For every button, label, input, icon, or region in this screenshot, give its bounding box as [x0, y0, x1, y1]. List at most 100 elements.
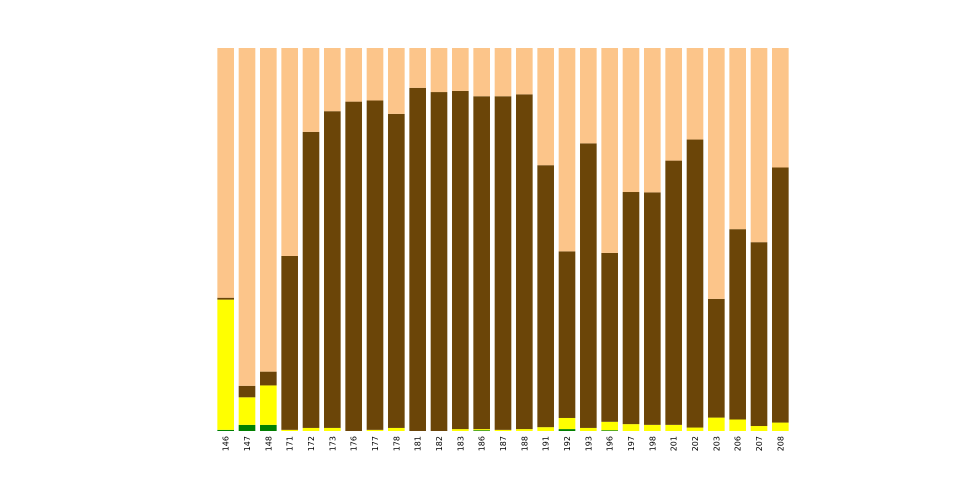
- x-tick-label: 192: [563, 436, 572, 451]
- x-tick-label: 208: [776, 436, 785, 451]
- bar-segment-183-s3: [452, 48, 469, 91]
- bar-segment-197-s3: [622, 48, 640, 193]
- bar-segment-178-s2: [388, 113, 405, 428]
- x-tick-label: 187: [499, 436, 508, 451]
- x-tick-label: 193: [584, 436, 593, 451]
- bar-segment-207-s1: [750, 426, 768, 431]
- x-tick-label: 203: [712, 436, 721, 451]
- bar-segment-206-s3: [729, 48, 746, 230]
- bar-segment-192-s3: [558, 48, 576, 252]
- bar-segment-171-s3: [281, 48, 298, 256]
- bar-segment-206-s1: [729, 419, 746, 431]
- x-tick-label: 186: [478, 436, 487, 451]
- bar-segment-198-s2: [644, 192, 661, 425]
- bar-segment-202-s1: [686, 427, 704, 431]
- bar-segment-188-s1: [516, 429, 533, 431]
- bar-segment-207-s3: [750, 48, 768, 243]
- bar-segment-186-s2: [473, 96, 490, 430]
- bar-segment-187-s2: [494, 96, 512, 430]
- bar-segment-148-s1: [260, 385, 277, 425]
- bar-segment-202-s2: [686, 139, 704, 428]
- bar-segment-193-s3: [580, 48, 597, 144]
- bar-segment-208-s3: [772, 48, 789, 168]
- bar-segment-187-s1: [494, 429, 512, 431]
- bar-segment-176-s2: [345, 101, 362, 432]
- bar-stacks: [217, 48, 789, 432]
- x-tick-label: 198: [648, 436, 657, 451]
- bar-segment-146-s0: [217, 429, 234, 431]
- bar-segment-201-s1: [665, 424, 682, 431]
- x-tick-label: 173: [328, 436, 337, 451]
- x-tick-label: 148: [264, 436, 273, 451]
- bar-segment-188-s3: [516, 48, 533, 95]
- bar-segment-183-s1: [452, 429, 469, 431]
- bar-segment-196-s0: [601, 430, 618, 431]
- bar-segment-196-s2: [601, 252, 618, 422]
- bar-segment-188-s2: [516, 94, 533, 430]
- bar-segment-147-s2: [238, 385, 256, 398]
- x-tick-label: 196: [606, 436, 615, 451]
- bar-segment-146-s2: [217, 297, 234, 300]
- bar-segment-196-s1: [601, 421, 618, 431]
- x-tick-label: 178: [392, 436, 401, 451]
- x-tick-label: 206: [734, 436, 743, 451]
- bar-segment-147-s0: [238, 424, 256, 431]
- bar-segment-207-s2: [750, 242, 768, 427]
- bar-segment-187-s3: [494, 48, 512, 97]
- bar-segment-177-s2: [366, 100, 384, 430]
- bar-segment-147-s3: [238, 48, 256, 386]
- bar-segment-192-s0: [558, 429, 576, 431]
- x-tick-label: 172: [307, 436, 316, 451]
- bar-segment-191-s2: [537, 165, 554, 428]
- bar-segment-171-s2: [281, 255, 298, 430]
- x-tick-label: 191: [542, 436, 551, 451]
- bar-segment-203-s3: [708, 48, 725, 299]
- bar-segment-198-s1: [644, 424, 661, 431]
- x-tick-labels: 146 147 148 171 172 173 176 177 178 181 182 183 186 1…: [222, 436, 786, 451]
- bar-segment-176-s3: [345, 48, 362, 102]
- bar-segment-183-s2: [452, 90, 469, 430]
- x-tick-label: 188: [520, 436, 529, 451]
- bar-segment-177-s3: [366, 48, 384, 101]
- x-tick-label: 202: [691, 436, 700, 451]
- bar-segment-177-s1: [366, 429, 384, 431]
- bar-segment-172-s3: [302, 48, 320, 132]
- bar-segment-182-s3: [430, 48, 448, 93]
- bar-segment-192-s2: [558, 251, 576, 418]
- x-tick-label: 182: [435, 436, 444, 451]
- x-tick-label: 171: [286, 436, 295, 451]
- x-tick-label: 176: [350, 436, 359, 451]
- bar-segment-173-s2: [324, 111, 341, 428]
- bar-segment-196-s3: [601, 48, 618, 253]
- x-tick-label: 181: [414, 436, 423, 451]
- bar-segment-146-s3: [217, 48, 234, 298]
- bar-segment-197-s2: [622, 192, 640, 425]
- bar-segment-186-s3: [473, 48, 490, 97]
- bar-segment-181-s3: [409, 48, 426, 88]
- bar-segment-206-s2: [729, 229, 746, 420]
- bar-segment-148-s0: [260, 424, 277, 431]
- bar-segment-178-s3: [388, 48, 405, 114]
- bar-segment-192-s1: [558, 417, 576, 430]
- bar-segment-193-s2: [580, 143, 597, 428]
- bar-segment-148-s2: [260, 371, 277, 386]
- bar-segment-201-s2: [665, 160, 682, 425]
- bar-segment-147-s1: [238, 397, 256, 425]
- bar-segment-172-s2: [302, 131, 320, 428]
- bar-segment-186-s1: [473, 429, 490, 431]
- bar-segment-191-s3: [537, 48, 554, 166]
- bar-segment-197-s1: [622, 424, 640, 431]
- bar-segment-193-s1: [580, 427, 597, 431]
- bar-segment-181-s2: [409, 87, 426, 431]
- bar-segment-148-s3: [260, 48, 277, 372]
- bar-segment-178-s1: [388, 427, 405, 431]
- bar-segment-173-s1: [324, 427, 341, 431]
- x-tick-label: 146: [222, 436, 231, 451]
- bar-segment-203-s1: [708, 417, 725, 431]
- bar-segment-203-s2: [708, 298, 725, 418]
- bar-segment-146-s1: [217, 299, 234, 430]
- bar-segment-173-s3: [324, 48, 341, 112]
- bar-segment-172-s1: [302, 427, 320, 431]
